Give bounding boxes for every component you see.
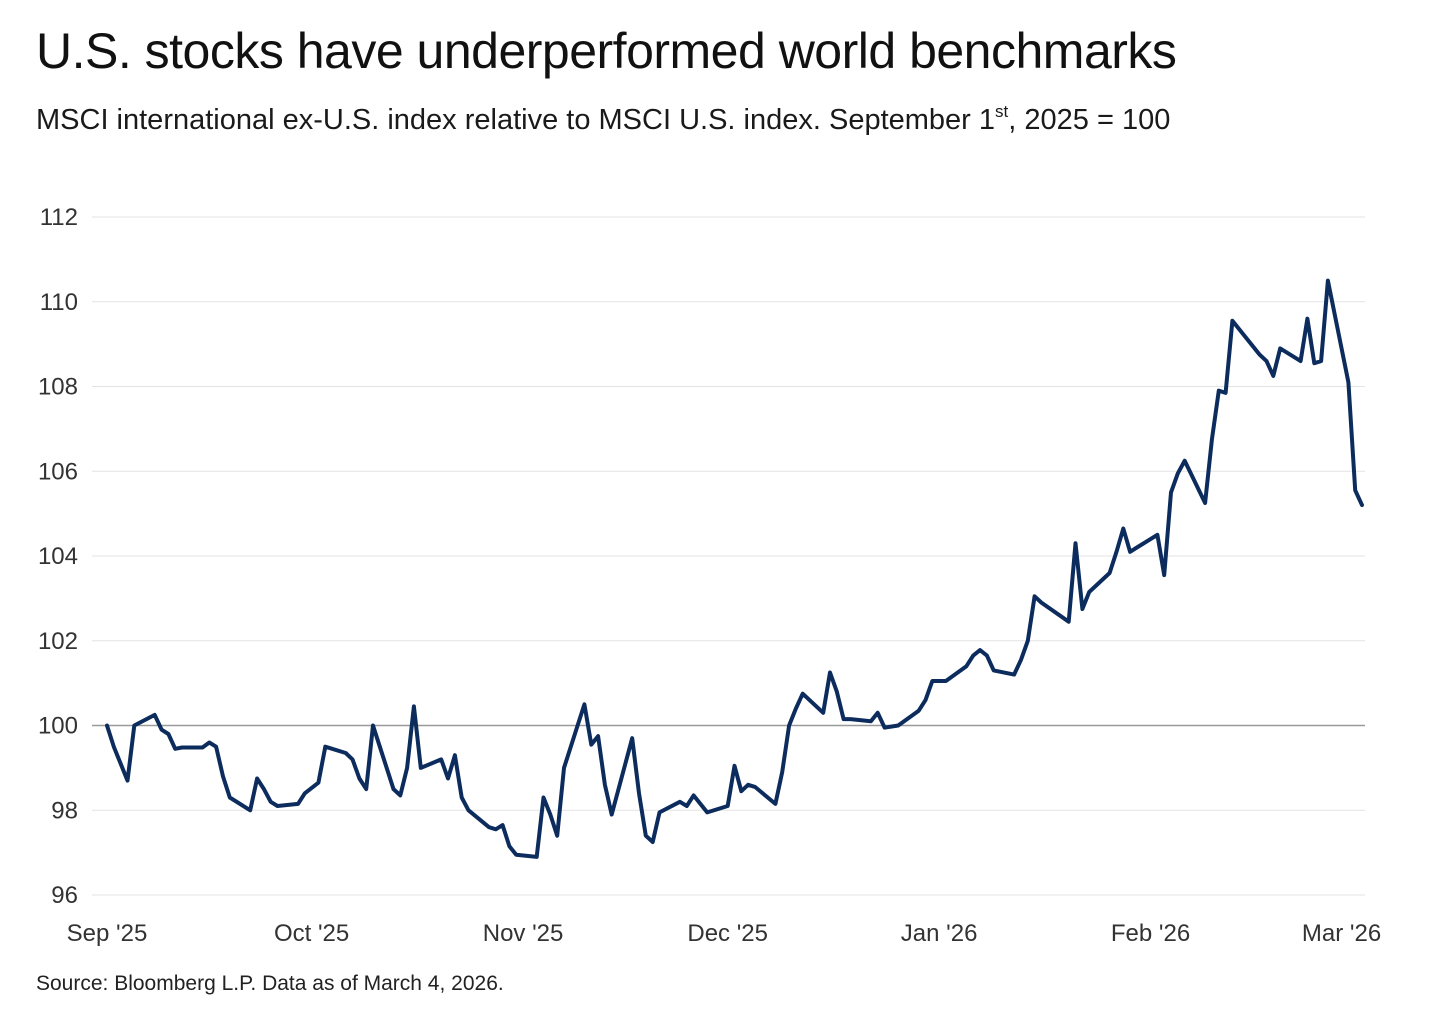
y-tick-label-104: 104 [38,543,78,570]
subtitle-text: MSCI international ex-U.S. index relativ… [36,104,996,136]
y-tick-label-98: 98 [51,797,78,824]
subtitle-suffix: , 2025 = 100 [1008,104,1171,136]
line-chart: 112 110 108 106 104 102 100 98 96 Sep '25 Oct '25… [38,204,1382,947]
chart-subtitle: MSCI international ex-U.S. index relativ… [36,102,1171,137]
y-tick-label-112: 112 [40,204,78,231]
x-tick-label-4: Jan '26 [901,920,978,947]
y-tick-label-100: 100 [38,713,78,740]
grid-lines [92,216,1365,896]
chart-title: U.S. stocks have underperformed world be… [36,23,1177,79]
x-tick-label-0: Sep '25 [67,920,148,947]
x-tick-label-2: Nov '25 [483,920,564,947]
subtitle-superscript: st [995,102,1009,121]
x-tick-label-3: Dec '25 [687,920,768,947]
x-tick-label-5: Feb '26 [1111,920,1190,947]
source-note: Source: Bloomberg L.P. Data as of March … [36,972,504,995]
x-axis-ticks: Sep '25 Oct '25 Nov '25 Dec '25 Jan '26 Feb '… [67,920,1382,947]
series-layer [105,278,1364,859]
x-tick-label-1: Oct '25 [274,920,349,947]
y-tick-label-106: 106 [38,458,78,485]
y-tick-label-108: 108 [38,374,78,401]
y-tick-label-96: 96 [51,882,78,909]
y-tick-label-102: 102 [38,628,78,655]
series-line-0 [105,278,1364,859]
y-axis-ticks: 112 110 108 106 104 102 100 98 96 [38,204,78,909]
x-tick-label-6: Mar '26 [1302,920,1381,947]
y-tick-label-110: 110 [40,289,78,316]
